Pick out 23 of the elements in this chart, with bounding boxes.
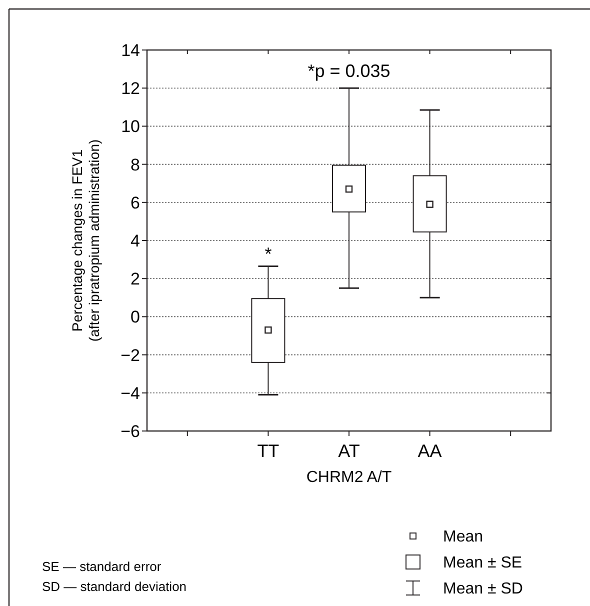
y-tick-label: 4 — [130, 231, 140, 250]
x-tick-label: AA — [418, 441, 442, 461]
y-tick-label: 10 — [121, 117, 140, 136]
y-tick-label: −2 — [120, 346, 140, 365]
y-tick-label: −4 — [120, 384, 140, 403]
x-axis-title: CHRM2 A/T — [306, 469, 392, 486]
text: SD — standard deviation — [42, 579, 187, 594]
text: SE — standard error — [42, 559, 162, 574]
annotation: * — [264, 244, 272, 264]
y-tick-label: 2 — [130, 270, 140, 289]
y-tick-label: −6 — [120, 422, 140, 441]
y-tick-label: 6 — [130, 193, 140, 212]
y-tick-label: 0 — [130, 308, 140, 327]
annotation: *p = 0.035 — [308, 61, 390, 81]
y-tick-label: 14 — [121, 40, 140, 60]
text: Mean ± SE — [443, 554, 522, 572]
text: Mean ± SD — [443, 580, 523, 598]
text: Mean — [443, 528, 484, 546]
y-tick-label: 12 — [121, 79, 140, 98]
y-tick-label: 8 — [130, 155, 140, 174]
x-tick-label: TT — [257, 441, 280, 461]
x-tick-label: AT — [338, 441, 360, 461]
y-axis-title: Percentage changes in FEV1 (after ipratropium administration) — [69, 139, 102, 342]
